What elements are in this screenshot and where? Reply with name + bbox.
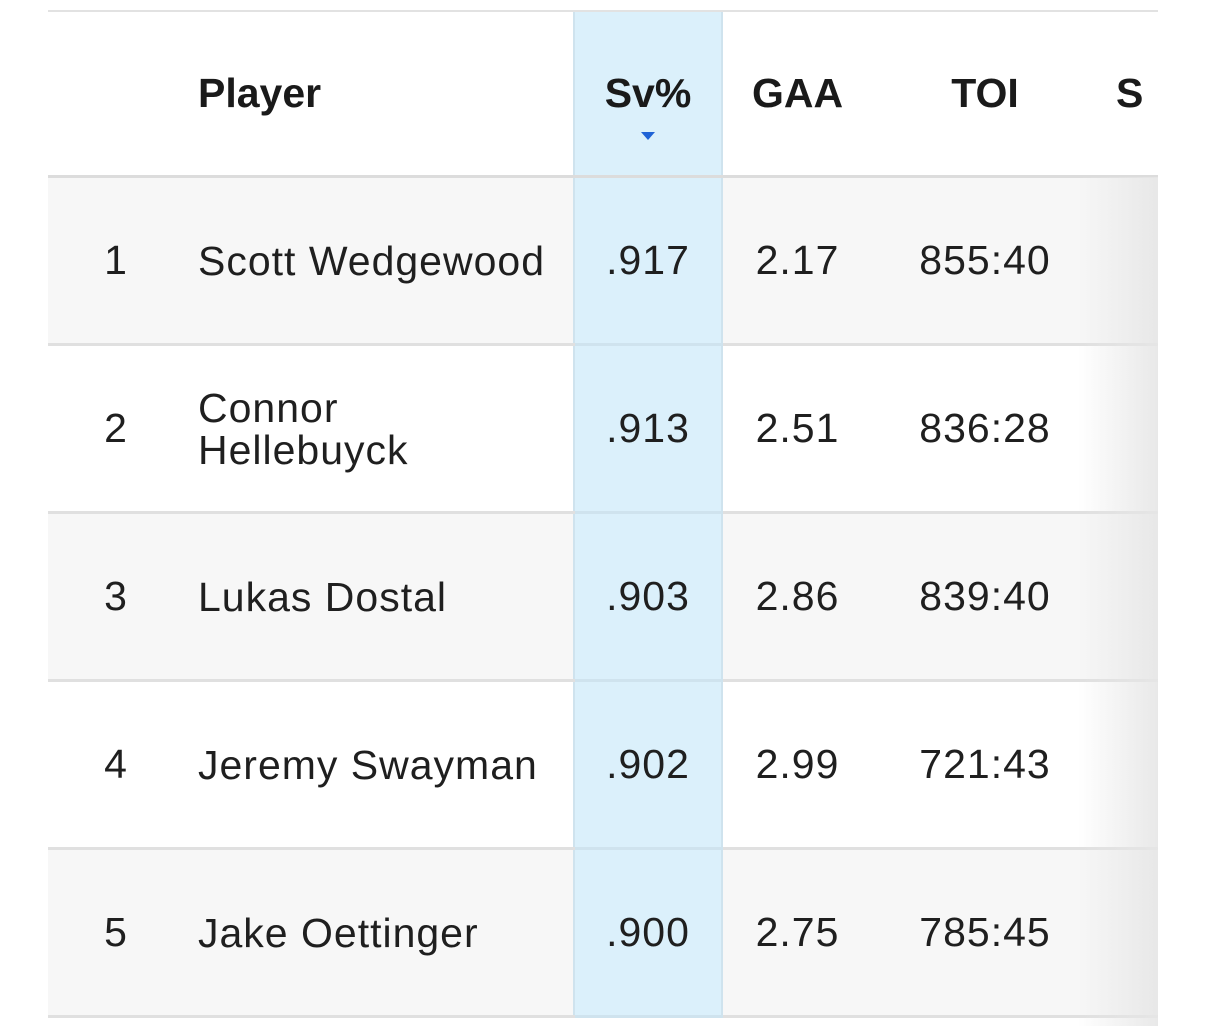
sort-descending-icon — [641, 132, 655, 140]
rank-cell: 4 — [48, 680, 198, 850]
save-percentage-column-header[interactable]: Sv% — [573, 12, 723, 178]
next-column-cell — [1098, 176, 1158, 346]
save-percentage-cell: .903 — [573, 512, 723, 682]
table-row[interactable]: 5 Jake Oettinger .900 2.75 785:45 — [48, 848, 1158, 1018]
table-row[interactable]: 1 Scott Wedgewood .917 2.17 855:40 — [48, 176, 1158, 346]
rank-column-header — [48, 12, 198, 178]
goalie-stats-table-viewport[interactable]: Player Sv% GAA TOI S 1 Scott Wedgewood .… — [48, 10, 1158, 1026]
next-column-cell — [1098, 344, 1158, 514]
player-name-cell[interactable]: Jeremy Swayman — [198, 680, 574, 850]
save-percentage-cell: .913 — [573, 344, 723, 514]
gaa-cell: 2.99 — [722, 680, 872, 850]
next-column-cell — [1098, 848, 1158, 1018]
next-column-cell — [1098, 680, 1158, 850]
goalie-stats-table: Player Sv% GAA TOI S 1 Scott Wedgewood .… — [48, 12, 1158, 1018]
gaa-cell: 2.86 — [722, 512, 872, 682]
table-header-row: Player Sv% GAA TOI S — [48, 12, 1158, 178]
save-percentage-header-label: Sv% — [604, 70, 692, 116]
toi-cell: 785:45 — [872, 848, 1098, 1018]
player-name-cell[interactable]: Lukas Dostal — [198, 512, 574, 682]
toi-cell: 836:28 — [872, 344, 1098, 514]
gaa-cell: 2.17 — [722, 176, 872, 346]
player-name-cell[interactable]: Connor Hellebuyck — [198, 344, 574, 514]
rank-cell: 3 — [48, 512, 198, 682]
save-percentage-cell: .900 — [573, 848, 723, 1018]
next-column-cell — [1098, 512, 1158, 682]
rank-cell: 2 — [48, 344, 198, 514]
toi-cell: 839:40 — [872, 512, 1098, 682]
player-name-cell[interactable]: Scott Wedgewood — [198, 176, 574, 346]
table-row[interactable]: 2 Connor Hellebuyck .913 2.51 836:28 — [48, 344, 1158, 514]
gaa-cell: 2.75 — [722, 848, 872, 1018]
toi-column-header[interactable]: TOI — [872, 12, 1098, 178]
player-name-cell[interactable]: Jake Oettinger — [198, 848, 574, 1018]
toi-cell: 721:43 — [872, 680, 1098, 850]
next-column-header-label: S — [1116, 70, 1144, 116]
rank-cell: 5 — [48, 848, 198, 1018]
gaa-cell: 2.51 — [722, 344, 872, 514]
table-row[interactable]: 4 Jeremy Swayman .902 2.99 721:43 — [48, 680, 1158, 850]
gaa-column-header[interactable]: GAA — [722, 12, 872, 178]
save-percentage-cell: .917 — [573, 176, 723, 346]
player-column-header[interactable]: Player — [198, 12, 574, 178]
save-percentage-cell: .902 — [573, 680, 723, 850]
rank-cell: 1 — [48, 176, 198, 346]
toi-cell: 855:40 — [872, 176, 1098, 346]
table-row[interactable]: 3 Lukas Dostal .903 2.86 839:40 — [48, 512, 1158, 682]
next-column-header[interactable]: S — [1098, 12, 1158, 178]
